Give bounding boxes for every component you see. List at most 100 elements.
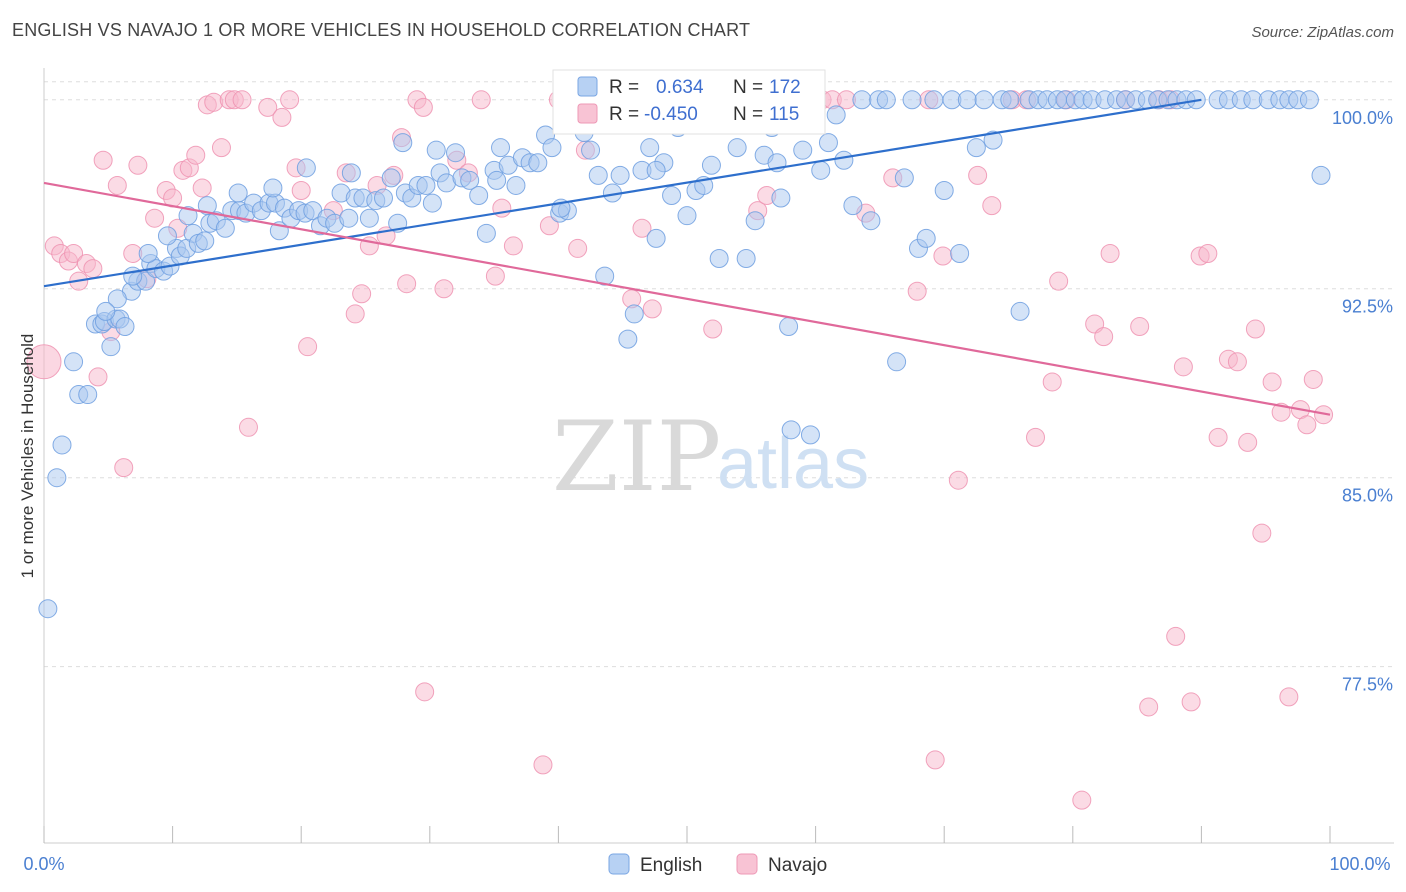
english-point <box>339 208 359 228</box>
english-point <box>96 301 116 321</box>
english-point <box>934 180 954 200</box>
english-point <box>983 130 1003 150</box>
bottom-legend-english-label[interactable]: English <box>640 855 702 876</box>
navajo-point <box>982 196 1002 216</box>
english-point <box>745 211 765 231</box>
english-point <box>800 425 820 445</box>
english-point <box>359 208 379 228</box>
navajo-point <box>232 90 252 110</box>
navajo-point <box>533 755 553 775</box>
legend-english-swatch <box>577 76 598 97</box>
navajo-point <box>1049 271 1069 291</box>
english-point <box>736 249 756 269</box>
english-point <box>263 178 283 198</box>
english-points <box>38 90 1331 619</box>
english-point <box>610 165 630 185</box>
navajo-point <box>352 284 372 304</box>
legend-navajo-r-value: -0.450 <box>644 104 698 125</box>
y-tick-label: 92.5% <box>1342 297 1393 317</box>
english-point <box>1299 90 1319 110</box>
navajo-point <box>1245 319 1265 339</box>
x-tick-label-min: 0.0% <box>23 854 64 874</box>
navajo-point <box>1314 405 1334 425</box>
navajo-point <box>413 97 433 117</box>
english-point <box>422 193 442 213</box>
navajo-point <box>1166 626 1186 646</box>
english-point <box>677 206 697 226</box>
navajo-point <box>1297 415 1317 435</box>
legend-english-r-label: R = <box>609 77 639 98</box>
english-point <box>528 153 548 173</box>
navajo-point <box>26 344 62 380</box>
navajo-point <box>1198 243 1218 263</box>
english-point <box>47 468 67 488</box>
navajo-point <box>568 238 588 258</box>
english-point <box>811 160 831 180</box>
english-point <box>818 133 838 153</box>
navajo-point <box>1026 427 1046 447</box>
english-point <box>1000 90 1020 110</box>
navajo-point <box>1042 372 1062 392</box>
english-point <box>595 266 615 286</box>
x-tick-labels: 0.0% 100.0% <box>23 854 1390 874</box>
navajo-point <box>968 165 988 185</box>
navajo-point <box>186 145 206 165</box>
english-point <box>924 90 944 110</box>
english-point <box>950 243 970 263</box>
english-point <box>115 317 135 337</box>
y-tick-label: 85.0% <box>1342 486 1393 506</box>
y-tick-labels: 100.0% 92.5% 85.0% 77.5% <box>1332 108 1393 695</box>
english-point <box>709 249 729 269</box>
navajo-point <box>128 155 148 175</box>
navajo-point <box>83 259 103 279</box>
english-point <box>581 140 601 160</box>
english-point <box>542 138 562 158</box>
navajo-point <box>539 216 559 236</box>
english-point <box>469 186 489 206</box>
english-point <box>646 160 666 180</box>
english-point <box>876 90 896 110</box>
navajo-point <box>291 180 311 200</box>
english-point <box>957 90 977 110</box>
navajo-point <box>1252 523 1272 543</box>
navajo-point <box>211 138 231 158</box>
navajo-point <box>1227 352 1247 372</box>
navajo-point <box>1100 243 1120 263</box>
navajo-point <box>258 97 278 117</box>
english-point <box>1010 301 1030 321</box>
navajo-point <box>1181 692 1201 712</box>
navajo-point <box>1139 697 1159 717</box>
navajo-point <box>434 279 454 299</box>
navajo-point <box>93 150 113 170</box>
navajo-point <box>642 299 662 319</box>
english-point <box>416 175 436 195</box>
navajo-point <box>1072 790 1092 810</box>
navajo-points <box>26 90 1334 810</box>
navajo-point <box>632 218 652 238</box>
source-label: Source: ZipAtlas.com <box>1251 24 1394 41</box>
bottom-legend-navajo-swatch[interactable] <box>736 853 758 875</box>
navajo-point <box>1262 372 1282 392</box>
english-point <box>727 138 747 158</box>
english-point <box>487 170 507 190</box>
legend-box: R = 0.634 N = 172 R = -0.450 N = 115 <box>552 69 826 135</box>
english-point <box>902 90 922 110</box>
legend-english-n-label: N = <box>733 77 763 98</box>
navajo-point <box>1303 369 1323 389</box>
legend-english-n-value: 172 <box>769 77 801 98</box>
legend-english-r-value: 0.634 <box>656 77 704 98</box>
english-point <box>426 140 446 160</box>
english-point <box>52 435 72 455</box>
english-point <box>157 226 177 246</box>
zipatlas-watermark: ZIP atlas <box>552 401 869 513</box>
bottom-legend-navajo-label[interactable]: Navajo <box>768 855 827 876</box>
bottom-legend-english-swatch[interactable] <box>608 853 630 875</box>
english-point <box>861 211 881 231</box>
navajo-point <box>1208 427 1228 447</box>
trend-lines <box>43 98 1331 416</box>
english-point <box>701 155 721 175</box>
english-point <box>107 289 127 309</box>
navajo-point <box>88 367 108 387</box>
english-point <box>78 385 98 405</box>
